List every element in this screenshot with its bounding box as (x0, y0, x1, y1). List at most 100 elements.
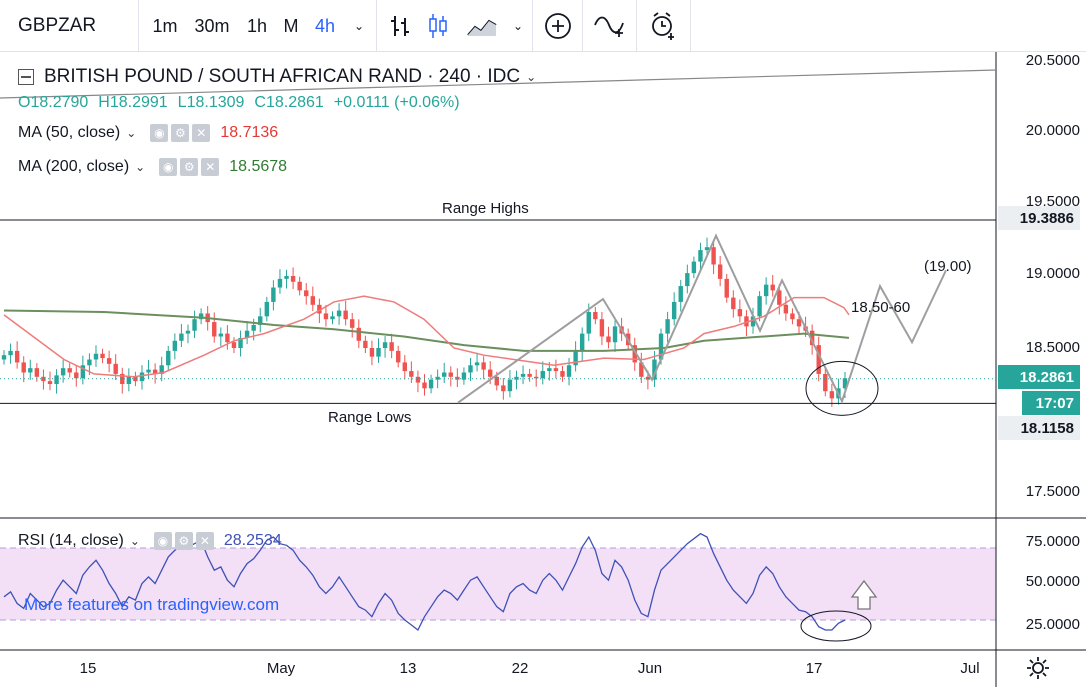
candle-body (573, 350, 578, 366)
toolbar-divider (582, 0, 583, 52)
chevron-down-icon[interactable]: ⌄ (512, 19, 524, 33)
candle-body (724, 278, 729, 298)
ma50-legend[interactable]: MA (50, close) ⌄ ◉ ⚙ ✕ 18.7136 (18, 124, 278, 142)
candle-body (126, 376, 132, 384)
candle-body (363, 340, 368, 348)
candle-body (376, 348, 381, 357)
candle-body (1, 355, 7, 360)
candle-body (671, 301, 677, 320)
settings-gear-icon[interactable] (1026, 656, 1050, 680)
time-label: 17 (805, 660, 823, 677)
candle-body (658, 333, 664, 360)
candle-body (645, 376, 651, 380)
interval-30m-button[interactable]: 30m (194, 15, 230, 36)
candle-body (560, 371, 565, 377)
chart-area[interactable]: BRITISH POUND / SOUTH AFRICAN RAND · 240… (0, 52, 1086, 687)
eye-icon[interactable]: ◉ (159, 158, 178, 176)
collapse-icon[interactable] (18, 69, 34, 85)
candle-body (152, 369, 158, 374)
gear-icon[interactable]: ⚙ (180, 158, 199, 176)
candle-body (816, 345, 821, 374)
chevron-down-icon[interactable]: ⌄ (353, 19, 365, 33)
eye-icon[interactable]: ◉ (153, 532, 172, 550)
candle-body (461, 372, 467, 380)
candle-body (310, 296, 316, 305)
rsi-tick: 25.0000 (1025, 616, 1080, 633)
candle-body (652, 359, 657, 380)
candle-body (678, 286, 683, 302)
candle-body (809, 330, 815, 346)
candle-body (251, 324, 256, 331)
candle-body (540, 371, 545, 379)
area-icon[interactable] (462, 0, 502, 52)
candle-body (350, 319, 355, 328)
chevron-down-icon[interactable]: ⌄ (135, 160, 146, 174)
candle-body (192, 319, 197, 331)
candle-body (212, 322, 217, 337)
chevron-down-icon[interactable]: ⌄ (526, 70, 537, 84)
candle-body (218, 333, 224, 337)
candle-body (757, 296, 762, 317)
rsi-legend[interactable]: RSI (14, close) ⌄ ◉ ⚙ ✕ 28.2534 (18, 532, 282, 550)
eye-icon[interactable]: ◉ (150, 124, 169, 142)
candle-body (304, 290, 309, 297)
ma200-label: MA (200, close) (18, 158, 130, 175)
candle-body (185, 330, 191, 334)
tradingview-watermark[interactable]: More features on tradingview.com (24, 595, 280, 614)
ohlc-values: O18.2790 H18.2991 L18.1309 C18.2861 +0.0… (18, 94, 470, 112)
symbol-search-button[interactable]: GBPZAR (18, 15, 97, 36)
chevron-down-icon[interactable]: ⌄ (129, 534, 140, 548)
candle-body (494, 376, 499, 386)
candle-body (823, 373, 828, 392)
interval-1m-button[interactable]: 1m (152, 15, 178, 36)
close-icon[interactable]: ✕ (195, 532, 214, 550)
candle-body (717, 264, 723, 279)
candle-body (520, 373, 526, 377)
candle-body (599, 319, 605, 337)
candle-body (691, 261, 697, 274)
ma50-label: MA (50, close) (18, 124, 121, 141)
interval-4h-button[interactable]: 4h (314, 15, 336, 36)
candle-body (632, 345, 637, 363)
time-label: 15 (79, 660, 97, 677)
close-icon[interactable]: ✕ (201, 158, 220, 176)
price-chart-svg[interactable] (0, 52, 1086, 687)
candle-body (770, 284, 775, 291)
add-indicator-icon[interactable] (538, 0, 578, 52)
candle-body (731, 297, 736, 310)
candles-icon[interactable] (420, 0, 456, 52)
candle-body (842, 378, 848, 389)
gear-icon[interactable]: ⚙ (171, 124, 190, 142)
candle-body (481, 362, 486, 370)
candle-body (455, 376, 460, 380)
candle-body (146, 369, 151, 373)
close-icon[interactable]: ✕ (192, 124, 211, 142)
candle-body (553, 368, 559, 372)
candle-body (501, 385, 506, 392)
interval-month-button[interactable]: M (283, 15, 299, 36)
interval-1h-button[interactable]: 1h (246, 15, 268, 36)
ma200-value: 18.5678 (229, 158, 288, 175)
top-toolbar: GBPZAR 1m 30m 1h M 4h ⌄ ⌄ (0, 0, 1086, 52)
candle-body (547, 368, 552, 372)
price-tick: 19.0000 (1025, 265, 1080, 282)
candle-body (685, 273, 690, 287)
alert-icon[interactable] (642, 0, 686, 52)
candle-body (422, 382, 427, 389)
symbol-legend: BRITISH POUND / SOUTH AFRICAN RAND · 240… (18, 66, 536, 88)
candle-body (593, 312, 598, 320)
compare-icon[interactable] (588, 0, 632, 52)
candle-body (514, 376, 519, 380)
candle-body (258, 316, 263, 325)
candle-body (330, 316, 335, 320)
gear-icon[interactable]: ⚙ (174, 532, 193, 550)
bar-style-icon[interactable] (382, 0, 418, 52)
candle-body (28, 368, 33, 373)
ma200-legend[interactable]: MA (200, close) ⌄ ◉ ⚙ ✕ 18.5678 (18, 158, 287, 176)
candle-body (198, 313, 204, 320)
candle-body (488, 369, 493, 377)
candle-body (507, 379, 513, 392)
candle-body (356, 327, 361, 341)
chevron-down-icon[interactable]: ⌄ (126, 126, 137, 140)
candle-body (179, 333, 184, 341)
